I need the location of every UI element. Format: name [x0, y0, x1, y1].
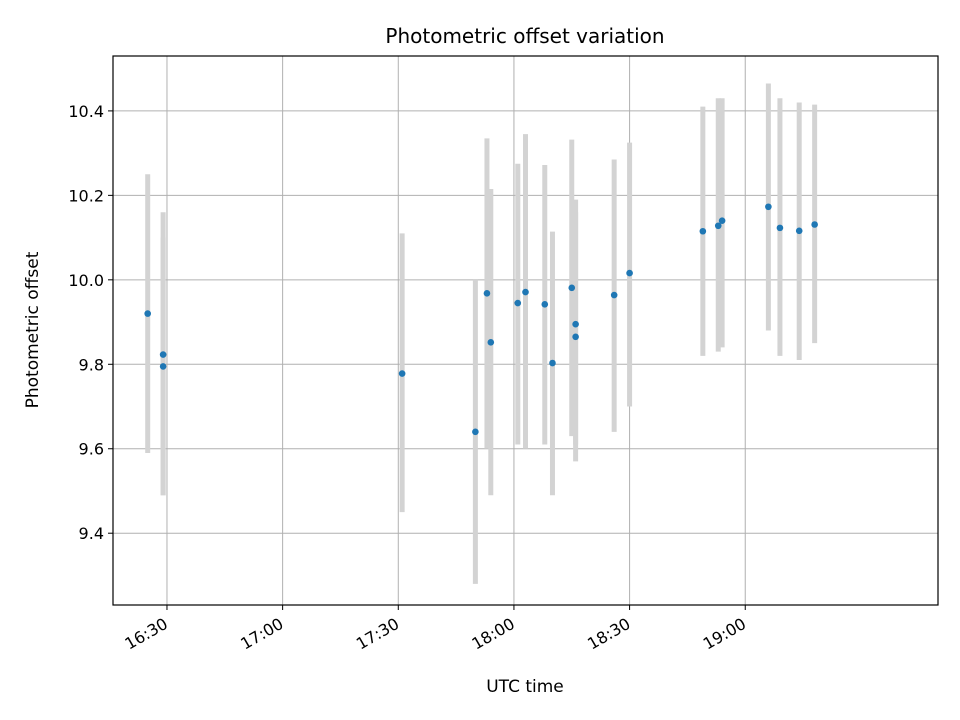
chart-title: Photometric offset variation [385, 24, 664, 48]
y-tick-label: 9.8 [79, 355, 104, 374]
y-tick-label: 10.4 [68, 102, 104, 121]
y-tick-label: 9.4 [79, 524, 104, 543]
x-tick-label: 18:00 [469, 614, 518, 654]
y-axis-ticks: 9.4 9.6 9.8 10.0 10.2 10.4 [68, 102, 113, 543]
data-point [811, 221, 818, 228]
data-point [472, 428, 479, 436]
data-point [572, 333, 579, 341]
data-point [714, 222, 722, 230]
x-tick-label: 18:30 [584, 614, 633, 654]
data-points [144, 203, 818, 436]
data-point [487, 339, 495, 346]
data-point [699, 227, 707, 235]
y-tick-label: 10.0 [68, 271, 104, 290]
data-point [514, 299, 522, 307]
data-point [776, 224, 784, 232]
data-point [483, 290, 491, 297]
data-point [541, 301, 549, 308]
data-point [398, 370, 406, 377]
x-tick-label: 16:30 [122, 614, 171, 654]
data-point [765, 203, 772, 211]
data-point [718, 217, 726, 224]
y-tick-label: 10.2 [68, 186, 104, 205]
data-point [522, 288, 529, 296]
y-axis-label: Photometric offset [23, 251, 43, 408]
data-point [626, 269, 633, 277]
error-bars [145, 83, 818, 584]
x-axis-ticks: 16:30 17:00 17:30 18:00 18:30 19:00 [122, 605, 749, 654]
data-point [610, 291, 618, 299]
plot-area-frame [112, 55, 939, 606]
x-tick-label: 17:30 [353, 614, 402, 654]
data-point [549, 359, 556, 367]
x-tick-label: 17:00 [237, 614, 286, 654]
data-point [795, 227, 803, 235]
x-axis-label: UTC time [486, 677, 564, 697]
data-point [159, 363, 167, 370]
data-point [144, 310, 151, 317]
y-tick-label: 9.6 [79, 440, 104, 459]
data-point [159, 351, 167, 358]
x-tick-label: 19:00 [700, 614, 749, 654]
data-point [568, 284, 576, 292]
data-point [572, 320, 579, 328]
